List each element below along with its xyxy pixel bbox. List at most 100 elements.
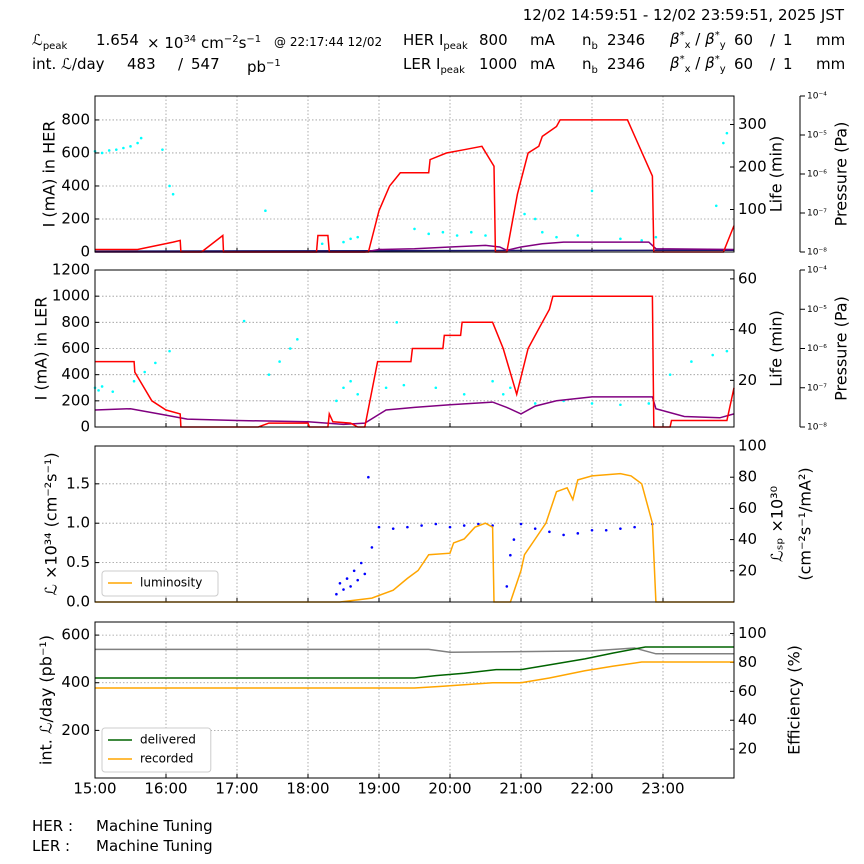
series-point xyxy=(505,585,509,588)
series-point xyxy=(335,592,338,596)
footer-ring: HER : xyxy=(32,817,74,835)
y-tick-label: 600 xyxy=(61,143,90,161)
unit-exp: 34 xyxy=(183,34,197,45)
series-point xyxy=(161,148,164,151)
series-point xyxy=(633,525,636,529)
y2-label: (cm⁻²s⁻¹/mA²) xyxy=(796,467,815,580)
series-point xyxy=(384,386,388,390)
series-point xyxy=(100,151,104,155)
nb-value: 2346 xyxy=(607,55,646,73)
int-lumi-delivered: 483 xyxy=(127,55,156,73)
series-point xyxy=(154,361,157,365)
sub: y xyxy=(719,40,726,51)
footer-ring: LER : xyxy=(32,837,71,855)
series-point xyxy=(477,522,480,526)
y2-label: Life (min) xyxy=(767,310,786,387)
series-point xyxy=(402,383,406,387)
series-point xyxy=(420,524,423,527)
series-point xyxy=(722,141,725,145)
y2-tick-label: 100 xyxy=(738,200,767,218)
x-tick-label: 15:00 xyxy=(73,780,116,798)
series-point xyxy=(509,553,512,557)
beta-y-value: 1 xyxy=(783,55,793,73)
series-point xyxy=(143,370,146,374)
x-tick-label: 20:00 xyxy=(428,780,471,798)
label: HER I xyxy=(403,31,444,49)
y3-label: Pressure (Pa) xyxy=(832,296,851,401)
series-point xyxy=(342,240,345,244)
ring-label: HER Ipeak xyxy=(403,31,468,56)
unit: pb xyxy=(247,58,267,76)
series-point xyxy=(338,581,342,585)
y-tick-label: 400 xyxy=(61,176,90,194)
series-line xyxy=(95,647,734,655)
lumi-unit: × 1034 cm−2s−1 xyxy=(147,31,261,52)
sub: b xyxy=(591,65,598,76)
y2-label: Efficiency (%) xyxy=(785,645,804,755)
x-tick-label: 17:00 xyxy=(215,780,258,798)
series-point xyxy=(342,386,345,390)
y-tick-label: 200 xyxy=(61,721,90,739)
ring-unit: mA xyxy=(530,55,555,73)
series-point xyxy=(139,136,143,140)
series-point xyxy=(725,349,729,353)
series-point xyxy=(356,235,360,239)
beta-label: β*x / β*y xyxy=(670,51,726,79)
y2-tick-label: 300 xyxy=(738,115,767,133)
series-point xyxy=(132,379,136,383)
unit-exp: −1 xyxy=(246,34,262,45)
series-point xyxy=(654,235,658,239)
y-tick-label: 1.5 xyxy=(66,474,90,492)
beta-y-value: 1 xyxy=(783,31,793,49)
x-tick-label: 18:00 xyxy=(286,780,329,798)
legend-label: luminosity xyxy=(140,576,202,590)
series-point xyxy=(122,146,125,150)
y-tick-label: 0.0 xyxy=(66,593,90,611)
beta-x-value: 60 xyxy=(734,55,754,73)
series-point xyxy=(533,527,537,530)
series-point xyxy=(115,148,118,151)
nb-label: nb xyxy=(582,31,598,56)
series-point xyxy=(370,546,374,549)
series-point xyxy=(533,402,537,405)
series-point xyxy=(491,379,494,383)
series-point xyxy=(352,569,356,573)
unit: × 10 xyxy=(147,34,184,52)
y2-tick-label: 200 xyxy=(738,157,767,175)
plot-frame xyxy=(94,95,735,253)
series-point xyxy=(619,237,622,241)
series-point xyxy=(349,585,352,588)
series-line xyxy=(95,241,735,253)
y-tick-label: 0.5 xyxy=(66,553,90,571)
y-label: int. ℒ/day (pb⁻¹) xyxy=(37,635,56,765)
beta-label: β*x / β*y xyxy=(670,27,726,55)
legend-box xyxy=(101,727,212,773)
legend-label: recorded xyxy=(140,752,193,766)
series-point xyxy=(590,528,594,532)
label: LER I xyxy=(403,55,441,73)
y2-tick-label: 20 xyxy=(738,371,757,389)
series-point xyxy=(377,525,381,529)
series-point xyxy=(555,235,558,239)
series-point xyxy=(434,386,438,390)
series-point xyxy=(320,242,324,246)
series-point xyxy=(448,525,452,529)
int-lumi-label: int. ℒ/day xyxy=(32,55,105,73)
sub: y xyxy=(719,64,726,75)
beta: β xyxy=(670,54,680,72)
series-point xyxy=(434,522,438,526)
series-point xyxy=(129,145,132,148)
series-point xyxy=(562,533,565,537)
series-point xyxy=(335,399,338,403)
series-point xyxy=(590,402,594,405)
lumi-peak-time: @ 22:17:44 12/02 xyxy=(274,35,383,49)
y3-tick-label: 10⁻⁴ xyxy=(807,92,827,102)
y2-tick-label: 60 xyxy=(738,499,757,517)
series-point xyxy=(619,527,622,530)
footer-status: Machine Tuning xyxy=(96,837,213,855)
y-label: I (mA) in LER xyxy=(32,297,51,401)
series-point xyxy=(136,141,139,145)
series-point xyxy=(267,373,271,376)
series-point xyxy=(363,572,367,576)
series-point xyxy=(484,234,487,237)
